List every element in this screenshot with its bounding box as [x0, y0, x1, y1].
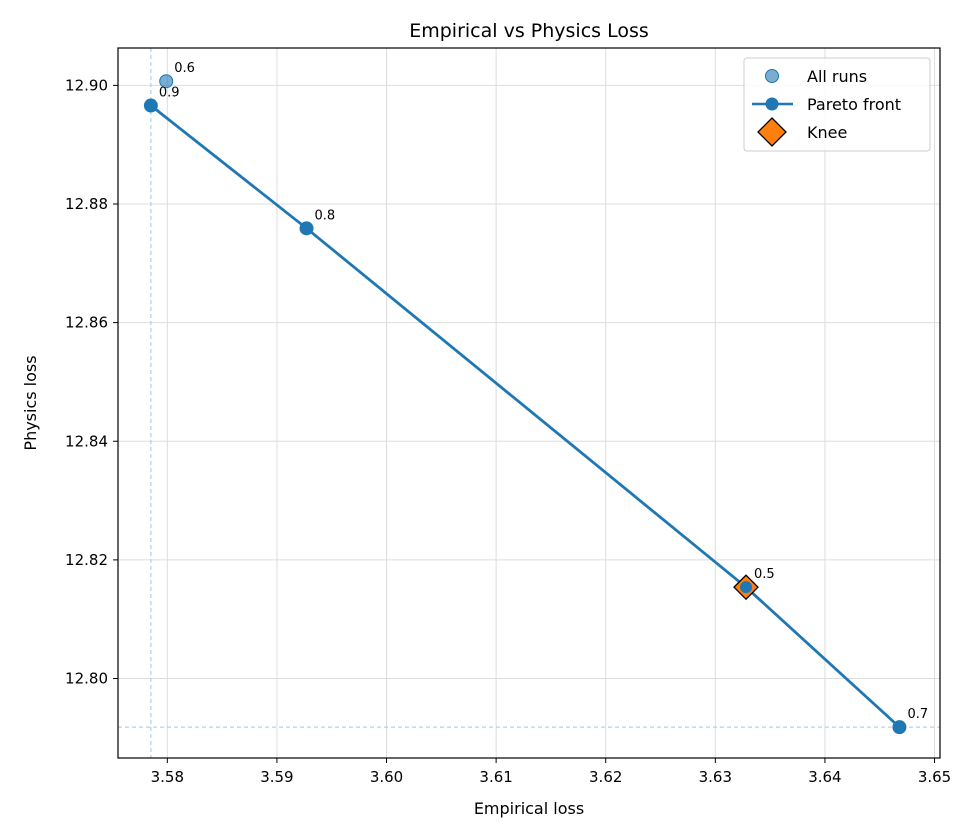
chart-title: Empirical vs Physics Loss: [409, 20, 649, 42]
x-tick-label: 3.62: [589, 768, 622, 786]
reference-lines: [118, 48, 940, 758]
y-axis-ticks: 12.80 12.82 12.84 12.86 12.88 12.90: [65, 76, 118, 688]
pareto-front-point: [892, 720, 906, 734]
y-tick-label: 12.82: [65, 551, 108, 569]
y-tick-label: 12.88: [65, 195, 108, 213]
legend-pareto-label: Pareto front: [807, 95, 901, 114]
y-tick-label: 12.80: [65, 670, 108, 688]
pareto-front-point: [144, 99, 158, 113]
knee-inner-point: [740, 581, 753, 594]
point-label: 0.9: [159, 86, 180, 101]
series-layer: 0.6 0.9 0.8 0.5 0.7: [143, 61, 928, 735]
y-tick-label: 12.86: [65, 314, 108, 332]
all-runs-point: [159, 74, 174, 89]
legend-all-runs-swatch: [765, 69, 779, 83]
grid: [118, 48, 940, 758]
x-tick-label: 3.64: [808, 768, 841, 786]
legend-knee-swatch: [757, 117, 787, 147]
plot-frame: [117, 47, 941, 759]
point-label: 0.5: [754, 567, 775, 582]
x-tick-label: 3.60: [370, 768, 403, 786]
x-tick-label: 3.61: [479, 768, 512, 786]
point-label: 0.8: [315, 208, 336, 223]
point-label: 0.6: [174, 61, 195, 76]
x-tick-label: 3.65: [918, 768, 951, 786]
x-tick-label: 3.63: [699, 768, 732, 786]
legend-box: [743, 57, 931, 152]
legend-all-runs-label: All runs: [807, 67, 867, 86]
legend: All runs Pareto front Knee: [743, 57, 931, 152]
point-label: 0.7: [907, 707, 928, 722]
x-axis-title: Empirical loss: [474, 799, 584, 818]
y-axis-title: Physics loss: [21, 355, 40, 450]
y-tick-label: 12.90: [65, 76, 108, 94]
legend-knee-label: Knee: [807, 123, 847, 142]
pareto-front-point: [300, 221, 314, 235]
x-tick-label: 3.59: [260, 768, 293, 786]
x-tick-label: 3.58: [151, 768, 184, 786]
pareto-front-line: [150, 104, 901, 729]
x-axis-ticks: 3.58 3.59 3.60 3.61 3.62 3.63 3.64 3.65: [151, 758, 951, 786]
legend-pareto-marker-swatch: [765, 97, 779, 111]
y-tick-label: 12.84: [65, 432, 108, 450]
